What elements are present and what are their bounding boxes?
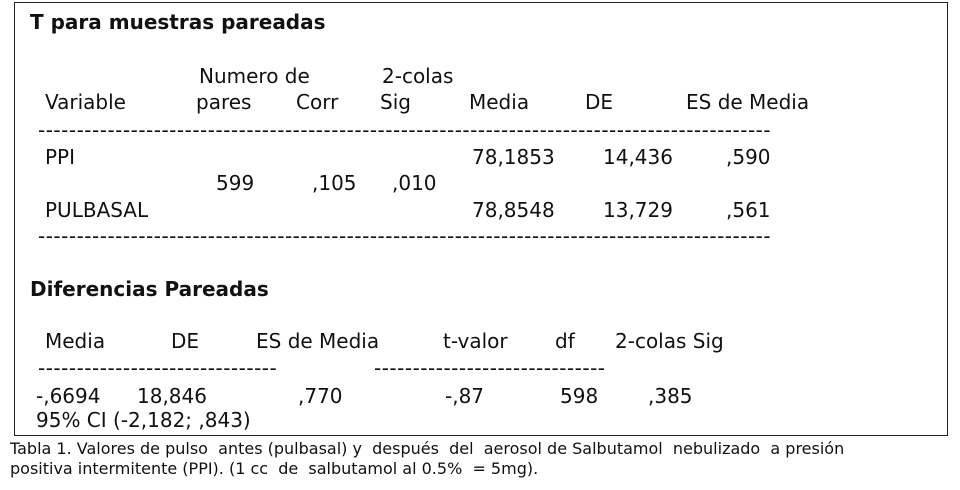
header-sig-top: 2-colas (382, 64, 454, 88)
row-ppi-es: ,590 (726, 145, 771, 169)
diff-es-value: ,770 (298, 384, 343, 408)
header-numero-bottom: pares (196, 90, 252, 114)
diff-header-de: DE (171, 329, 200, 353)
confidence-interval: 95% CI (-2,182; ,843) (36, 408, 251, 432)
row-pulbasal-es: ,561 (726, 198, 771, 222)
diff-media-value: -,6694 (36, 384, 101, 408)
table1-title: T para muestras pareadas (30, 10, 326, 34)
row-ppi-media: 78,1853 (472, 145, 555, 169)
table-frame (14, 2, 948, 436)
row-pulbasal-de: 13,729 (603, 198, 673, 222)
diff-t-value: -,87 (445, 384, 485, 408)
separator-right: ------------------------------ (374, 358, 606, 378)
separator-left: ------------------------------- (38, 358, 278, 378)
separator-line: ----------------------------------------… (38, 120, 772, 140)
row-pulbasal-media: 78,8548 (472, 198, 555, 222)
diff-header-df: df (555, 329, 575, 353)
table2-title: Diferencias Pareadas (30, 277, 269, 301)
sig-value: ,010 (392, 171, 437, 195)
pairs-value: 599 (216, 171, 255, 195)
diff-header-sig: 2-colas Sig (615, 329, 724, 353)
header-variable: Variable (45, 90, 126, 114)
separator-line: ----------------------------------------… (38, 226, 772, 246)
diff-sig-value: ,385 (648, 384, 693, 408)
diff-df-value: 598 (560, 384, 599, 408)
header-de: DE (585, 90, 614, 114)
header-es: ES de Media (686, 90, 810, 114)
row-ppi-variable: PPI (45, 145, 76, 169)
corr-value: ,105 (312, 171, 357, 195)
header-numero-top: Numero de (199, 64, 310, 88)
diff-header-t: t-valor (443, 329, 508, 353)
header-media: Media (469, 90, 530, 114)
header-sig-bottom: Sig (380, 90, 411, 114)
caption-line-2: positiva intermitente (PPI). (1 cc de sa… (10, 459, 539, 478)
diff-header-media: Media (45, 329, 106, 353)
diff-de-value: 18,846 (137, 384, 207, 408)
caption-line-1: Tabla 1. Valores de pulso antes (pulbasa… (10, 439, 845, 458)
row-ppi-de: 14,436 (603, 145, 673, 169)
row-pulbasal-variable: PULBASAL (45, 198, 149, 222)
header-corr: Corr (296, 90, 339, 114)
diff-header-es: ES de Media (256, 329, 380, 353)
